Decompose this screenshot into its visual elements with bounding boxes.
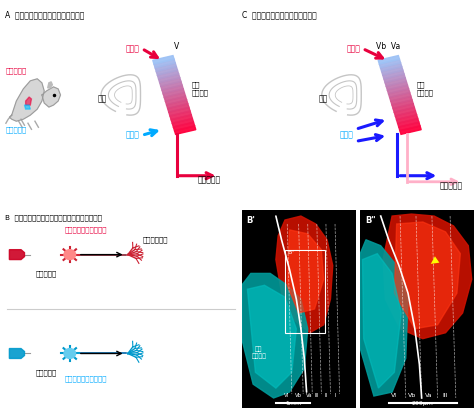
Text: II: II [324,393,328,398]
Text: 海馬腹側部からの軸索: 海馬腹側部からの軸索 [65,375,107,382]
Text: B': B' [246,216,255,225]
Polygon shape [163,89,184,97]
Text: VI: VI [392,393,397,398]
Polygon shape [26,97,31,105]
Polygon shape [381,63,402,71]
Polygon shape [172,119,193,127]
Text: Vb: Vb [295,393,302,398]
Polygon shape [174,126,196,134]
Text: 内側嗅内皮質: 内側嗅内皮質 [143,236,168,243]
Polygon shape [390,93,411,101]
Polygon shape [384,74,405,82]
Polygon shape [157,70,179,79]
Polygon shape [391,96,412,105]
Polygon shape [242,274,308,398]
Polygon shape [48,82,52,88]
Polygon shape [398,119,419,127]
Polygon shape [162,85,183,94]
Polygon shape [394,108,416,116]
Polygon shape [42,87,61,107]
Text: 背側部: 背側部 [126,44,139,53]
Polygon shape [387,85,409,94]
Text: 海馬腹側部: 海馬腹側部 [36,369,57,376]
Polygon shape [154,59,175,68]
Circle shape [64,349,75,358]
Polygon shape [393,104,414,112]
Text: 海馬: 海馬 [319,94,328,103]
Text: 内側
嗅内皮質: 内側 嗅内皮質 [417,82,434,96]
Text: I: I [334,393,336,398]
Polygon shape [392,100,413,108]
Text: B": B" [287,250,294,255]
Text: Vb: Vb [409,393,417,398]
Polygon shape [247,285,296,388]
Text: 腹側部: 腹側部 [126,131,139,140]
Polygon shape [383,214,472,339]
Text: 大脳新皮質: 大脳新皮質 [439,181,462,190]
Polygon shape [386,82,408,90]
Polygon shape [173,122,195,131]
Polygon shape [379,59,401,68]
Polygon shape [385,78,406,86]
Text: B  神経標識法を用いた海馬・嗅内皮質路の解析: B 神経標識法を用いた海馬・嗅内皮質路の解析 [5,214,102,221]
Text: 内側
嗅内皮質: 内側 嗅内皮質 [251,346,266,358]
Text: 大脳新皮質: 大脳新皮質 [198,175,221,184]
Polygon shape [171,115,192,123]
Text: A  これまで報告されていた神経回路: A これまで報告されていた神経回路 [5,10,84,19]
Text: III: III [443,393,448,398]
Polygon shape [394,222,460,329]
Polygon shape [363,254,401,388]
Polygon shape [395,111,417,119]
Polygon shape [396,115,418,123]
Polygon shape [156,67,178,75]
Polygon shape [378,56,400,64]
Text: 腹側部: 腹側部 [339,131,353,140]
Text: 海馬背側部: 海馬背側部 [6,68,27,74]
Polygon shape [25,105,30,109]
Text: 1mm: 1mm [285,401,301,406]
Polygon shape [360,240,408,396]
Polygon shape [9,79,44,121]
Polygon shape [9,349,25,358]
Polygon shape [400,126,421,134]
Circle shape [64,250,75,260]
Text: C  本研究で明らかにした神経回路: C 本研究で明らかにした神経回路 [242,10,317,19]
Polygon shape [382,67,403,75]
Bar [285,250,325,333]
Polygon shape [168,104,189,112]
Text: 背側部: 背側部 [346,44,360,53]
Polygon shape [383,70,404,79]
Polygon shape [388,89,410,97]
Polygon shape [153,56,174,64]
Polygon shape [399,122,420,131]
Text: 海馬腹側部: 海馬腹側部 [6,126,27,133]
Text: 海馬: 海馬 [98,94,107,103]
Text: B": B" [365,216,375,225]
Text: 200μm: 200μm [412,401,434,406]
Text: Va: Va [306,393,312,398]
Polygon shape [170,111,191,119]
Text: III: III [315,393,319,398]
Polygon shape [9,250,25,260]
Polygon shape [155,63,176,71]
Text: 海馬背側部からの軸索: 海馬背側部からの軸索 [65,227,107,233]
Polygon shape [276,216,333,333]
Polygon shape [160,78,181,86]
Polygon shape [161,82,182,90]
Text: 海馬背側部: 海馬背側部 [36,270,57,277]
Text: 内側
嗅内皮質: 内側 嗅内皮質 [191,82,209,96]
Polygon shape [166,100,188,108]
Polygon shape [164,93,185,101]
Text: VI: VI [283,393,289,398]
Text: Vb  Va: Vb Va [376,42,400,51]
Polygon shape [169,108,190,116]
Polygon shape [158,74,180,82]
Polygon shape [165,96,187,105]
Polygon shape [287,230,324,313]
Text: Va: Va [425,393,432,398]
Text: V: V [174,42,179,51]
